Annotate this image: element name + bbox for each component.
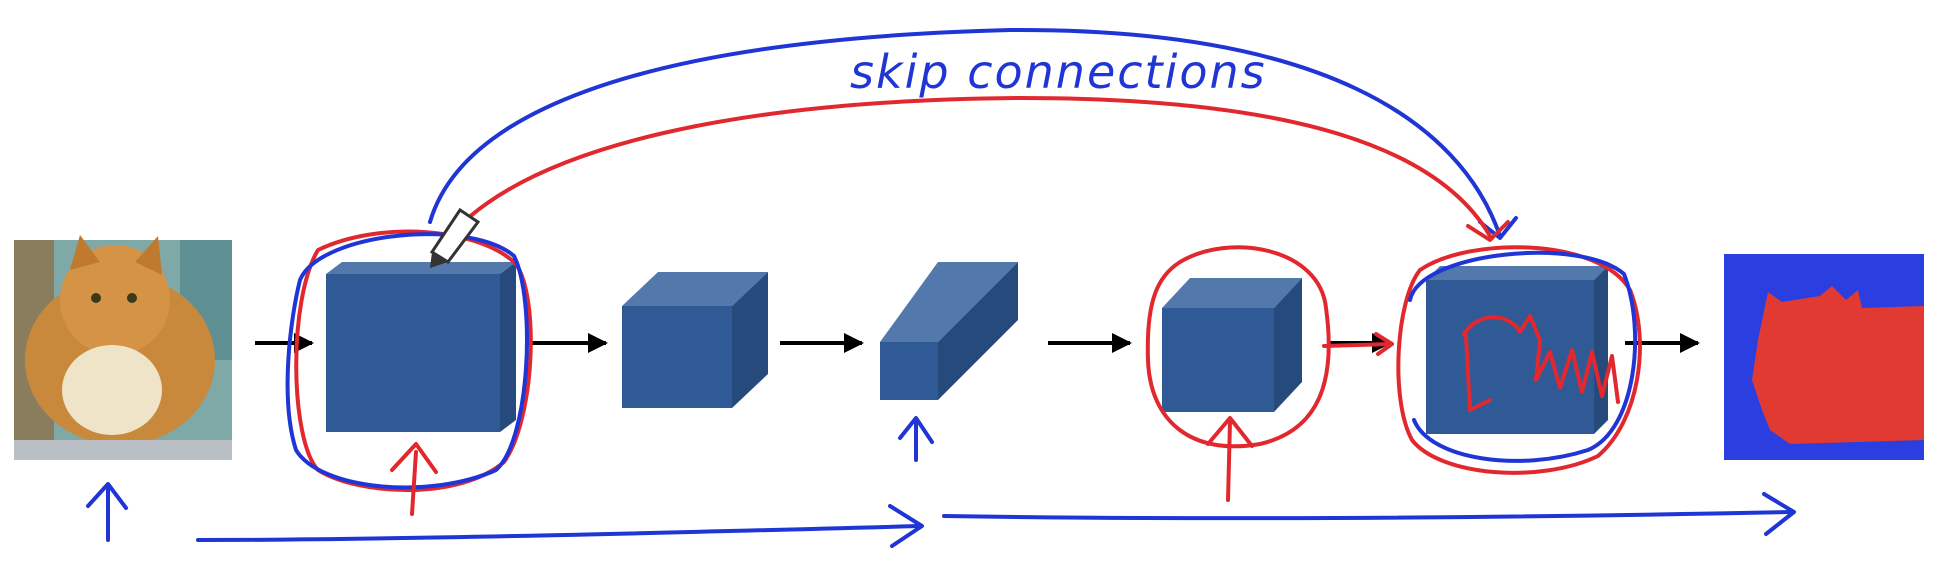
highlight-circle-block-4 bbox=[1145, 245, 1331, 449]
encoder-direction-arrow bbox=[196, 504, 924, 548]
decoder-direction-arrow bbox=[942, 492, 1796, 536]
up-arrow-icon bbox=[86, 482, 128, 542]
input-cat-image bbox=[14, 235, 232, 460]
up-arrow-icon bbox=[898, 416, 934, 462]
skip-connections-label: skip connections bbox=[850, 45, 1267, 99]
bottleneck-block bbox=[880, 262, 1018, 400]
highlight-circle-block-5-blue bbox=[1408, 250, 1638, 463]
skip-connection-arcs bbox=[428, 27, 1518, 250]
pencil-cursor-icon bbox=[429, 207, 481, 268]
feature-block-1 bbox=[326, 262, 516, 432]
feature-block-5 bbox=[1426, 266, 1608, 434]
output-segmentation-mask bbox=[1724, 254, 1924, 460]
highlight-circle-block-1-blue bbox=[285, 232, 529, 490]
scribble-mark bbox=[1462, 314, 1620, 412]
feature-block-4 bbox=[1162, 278, 1302, 412]
up-arrow-icon bbox=[390, 442, 438, 516]
up-arrow-icon bbox=[1206, 416, 1254, 502]
feature-block-2 bbox=[622, 272, 768, 408]
